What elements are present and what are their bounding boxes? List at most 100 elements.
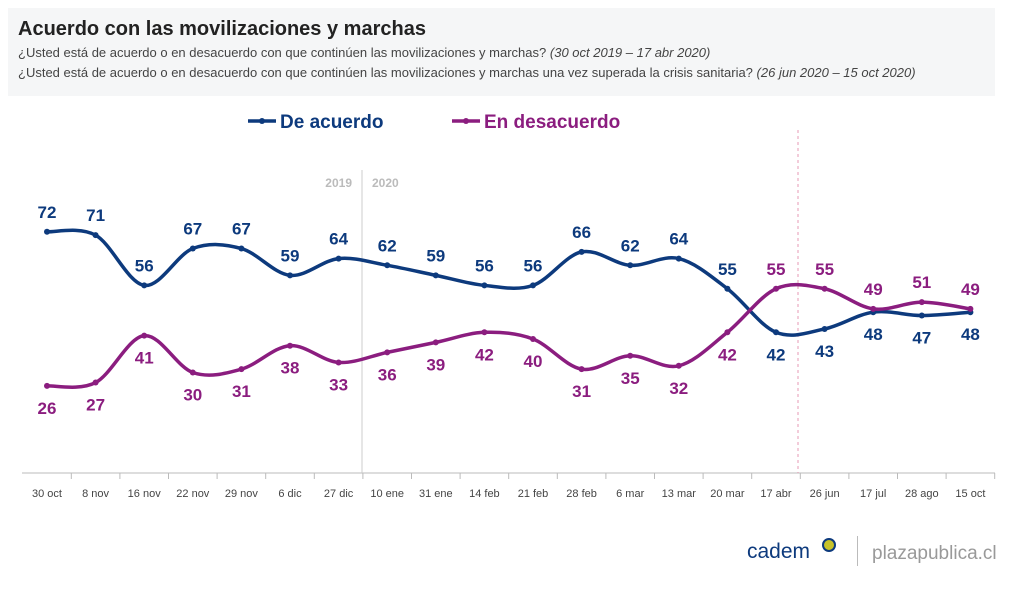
data-label: 67 bbox=[232, 220, 251, 239]
data-point bbox=[92, 232, 99, 239]
x-tick-label: 31 ene bbox=[419, 488, 453, 500]
data-point bbox=[141, 282, 148, 289]
data-label: 49 bbox=[961, 280, 980, 299]
data-point bbox=[189, 369, 196, 376]
data-point bbox=[675, 362, 682, 369]
data-point bbox=[821, 325, 828, 332]
data-point bbox=[384, 349, 391, 356]
year-label-2019: 2019 bbox=[325, 176, 352, 190]
data-label: 66 bbox=[572, 223, 591, 242]
data-label: 42 bbox=[718, 345, 737, 364]
chart-title: Acuerdo con las movilizaciones y marchas bbox=[18, 18, 426, 40]
subtitle-2: ¿Usted está de acuerdo o en desacuerdo c… bbox=[18, 65, 916, 80]
data-label: 40 bbox=[524, 352, 543, 371]
data-point bbox=[821, 285, 828, 292]
x-tick-label: 28 ago bbox=[905, 488, 939, 500]
data-label: 48 bbox=[961, 325, 980, 344]
data-label: 56 bbox=[475, 256, 494, 275]
data-label: 39 bbox=[426, 355, 445, 374]
data-point bbox=[92, 379, 99, 386]
x-tick-label: 26 jun bbox=[810, 488, 840, 500]
x-tick-label: 6 dic bbox=[278, 488, 302, 500]
q2-range: (26 jun 2020 – 15 oct 2020) bbox=[756, 65, 916, 80]
data-point bbox=[870, 305, 877, 312]
data-label: 55 bbox=[815, 260, 834, 279]
x-tick-label: 27 dic bbox=[324, 488, 354, 500]
data-label: 36 bbox=[378, 365, 397, 384]
data-label: 51 bbox=[912, 273, 931, 292]
data-label: 62 bbox=[378, 236, 397, 255]
legend-label: En desacuerdo bbox=[484, 112, 620, 133]
footer-divider bbox=[857, 536, 858, 566]
q1-range: (30 oct 2019 – 17 abr 2020) bbox=[549, 45, 711, 60]
data-point bbox=[44, 228, 50, 235]
cadem-logo-icon bbox=[822, 538, 836, 552]
data-label: 64 bbox=[329, 230, 348, 249]
data-point bbox=[578, 366, 585, 373]
series-line-0 bbox=[46, 228, 971, 337]
data-label: 31 bbox=[572, 382, 591, 401]
data-label: 42 bbox=[475, 345, 494, 364]
x-tick-label: 17 abr bbox=[760, 488, 792, 500]
data-label: 47 bbox=[912, 329, 931, 348]
data-point bbox=[335, 359, 342, 366]
x-tick-label: 17 jul bbox=[860, 488, 886, 500]
subtitle-1: ¿Usted está de acuerdo o en desacuerdo c… bbox=[18, 45, 710, 60]
data-label: 59 bbox=[426, 246, 445, 265]
data-point bbox=[530, 282, 536, 289]
data-point bbox=[432, 272, 439, 279]
legend-marker bbox=[463, 118, 469, 124]
series-line-1 bbox=[46, 282, 971, 389]
data-point bbox=[287, 272, 293, 279]
x-tick-label: 16 nov bbox=[128, 488, 162, 500]
data-point bbox=[627, 262, 634, 269]
data-point bbox=[44, 382, 50, 389]
data-label: 41 bbox=[135, 349, 154, 368]
data-label: 48 bbox=[864, 325, 883, 344]
data-point bbox=[918, 299, 925, 306]
data-point bbox=[530, 336, 536, 342]
data-point bbox=[773, 285, 779, 292]
data-label: 35 bbox=[621, 369, 640, 388]
x-tick-label: 15 oct bbox=[955, 488, 985, 500]
data-label: 42 bbox=[767, 345, 786, 364]
data-point bbox=[675, 255, 682, 262]
data-point bbox=[773, 329, 779, 336]
x-tick-label: 28 feb bbox=[566, 488, 597, 500]
x-tick-label: 22 nov bbox=[176, 488, 210, 500]
data-point bbox=[432, 339, 439, 346]
data-label: 56 bbox=[524, 256, 543, 275]
x-tick-label: 20 mar bbox=[710, 488, 745, 500]
x-tick-label: 13 mar bbox=[662, 488, 697, 500]
data-point bbox=[481, 329, 488, 336]
data-point bbox=[238, 366, 245, 373]
year-label-2020: 2020 bbox=[372, 176, 399, 190]
x-tick-label: 30 oct bbox=[32, 488, 62, 500]
data-label: 72 bbox=[38, 203, 57, 222]
data-point bbox=[967, 305, 974, 312]
x-tick-label: 10 ene bbox=[370, 488, 404, 500]
cadem-logo: cadem bbox=[747, 540, 811, 563]
q2-text: ¿Usted está de acuerdo o en desacuerdo c… bbox=[18, 65, 753, 80]
x-tick-label: 14 feb bbox=[469, 488, 500, 500]
data-point bbox=[627, 352, 634, 359]
data-label: 55 bbox=[718, 260, 737, 279]
x-tick-label: 21 feb bbox=[518, 488, 549, 500]
data-point bbox=[238, 245, 245, 252]
data-point bbox=[141, 332, 148, 339]
data-label: 31 bbox=[232, 382, 251, 401]
data-label: 26 bbox=[38, 399, 57, 418]
data-label: 62 bbox=[621, 236, 640, 255]
data-point bbox=[189, 245, 196, 252]
data-label: 33 bbox=[329, 375, 348, 394]
data-point bbox=[724, 329, 731, 336]
data-label: 27 bbox=[86, 396, 105, 415]
data-point bbox=[335, 255, 342, 262]
q1-text: ¿Usted está de acuerdo o en desacuerdo c… bbox=[18, 45, 547, 60]
data-label: 67 bbox=[183, 220, 202, 239]
data-label: 30 bbox=[183, 386, 202, 405]
data-label: 43 bbox=[815, 342, 834, 361]
header-panel: Acuerdo con las movilizaciones y marchas… bbox=[8, 8, 995, 96]
data-label: 64 bbox=[669, 230, 688, 249]
data-label: 55 bbox=[767, 260, 786, 279]
